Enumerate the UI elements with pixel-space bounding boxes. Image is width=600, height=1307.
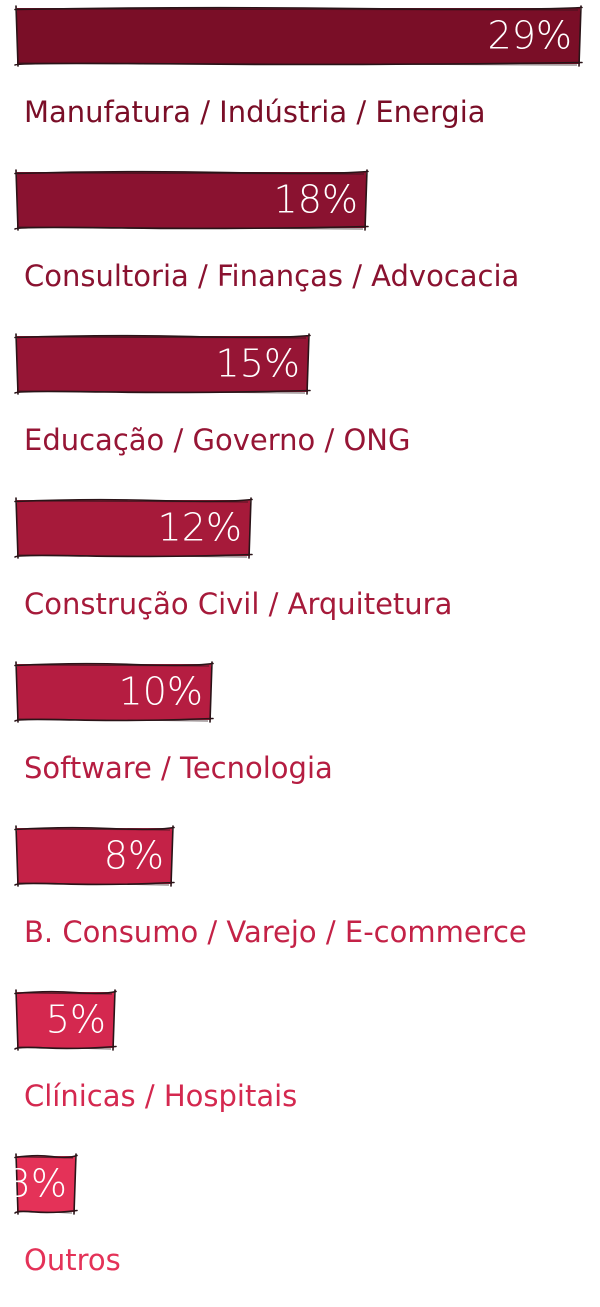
bar-group: 10% Software / Tecnologia xyxy=(14,661,333,785)
category-label: Clínicas / Hospitais xyxy=(24,1079,297,1113)
bar-value-label: 15% xyxy=(216,342,300,386)
bar-outline xyxy=(14,497,253,559)
bar xyxy=(17,992,114,1048)
category-label: B. Consumo / Varejo / E-commerce xyxy=(24,915,527,949)
bar-group: 12% Construção Civil / Arquitetura xyxy=(14,497,452,621)
bar-group: 15% Educação / Governo / ONG xyxy=(14,333,410,457)
bar-outline xyxy=(14,661,214,723)
bar-outline xyxy=(14,1153,78,1215)
bar-value-label: 18% xyxy=(274,178,358,222)
bar-outline-sketch xyxy=(18,992,113,1050)
bar-outline-sketch xyxy=(18,664,210,722)
category-label: Consultoria / Finanças / Advocacia xyxy=(24,259,519,293)
bar-outline-sketch xyxy=(18,172,365,230)
category-label: Software / Tecnologia xyxy=(24,751,333,785)
bar-outline xyxy=(14,825,175,887)
bar-group: 5% Clínicas / Hospitais xyxy=(14,989,297,1113)
bar-outline-sketch xyxy=(18,336,307,394)
bar-outline xyxy=(14,989,117,1051)
bar xyxy=(17,500,250,556)
category-label: Outros xyxy=(24,1243,121,1277)
bar xyxy=(17,8,580,64)
bar xyxy=(17,1156,75,1212)
bar-group: 29% Manufatura / Indústria / Energia xyxy=(14,5,583,129)
bar-value-label: 5% xyxy=(46,998,106,1042)
category-label: Manufatura / Indústria / Energia xyxy=(24,95,486,129)
category-label: Construção Civil / Arquitetura xyxy=(24,587,452,621)
bar-group: 8% B. Consumo / Varejo / E-commerce xyxy=(14,825,527,949)
bar xyxy=(17,336,308,392)
bar-value-label: 29% xyxy=(488,14,572,58)
bar-outline-sketch xyxy=(18,828,171,886)
bar-outline xyxy=(14,5,583,67)
bar-value-label: 3% xyxy=(7,1162,67,1206)
bar-outline xyxy=(14,169,369,231)
bar-value-label: 10% xyxy=(119,670,203,714)
bar-group: 18% Consultoria / Finanças / Advocacia xyxy=(14,169,519,293)
bar-outline-sketch xyxy=(18,500,249,558)
bar xyxy=(17,172,366,228)
bar-outline xyxy=(14,333,311,395)
bar xyxy=(17,664,211,720)
bar-outline-sketch xyxy=(18,1156,74,1214)
bar-value-label: 8% xyxy=(104,834,164,878)
category-label: Educação / Governo / ONG xyxy=(24,423,410,457)
bar-value-label: 12% xyxy=(158,506,242,550)
bar xyxy=(17,828,172,884)
bar-outline-sketch xyxy=(18,8,579,66)
bar-group: 3% Outros xyxy=(7,1153,121,1277)
